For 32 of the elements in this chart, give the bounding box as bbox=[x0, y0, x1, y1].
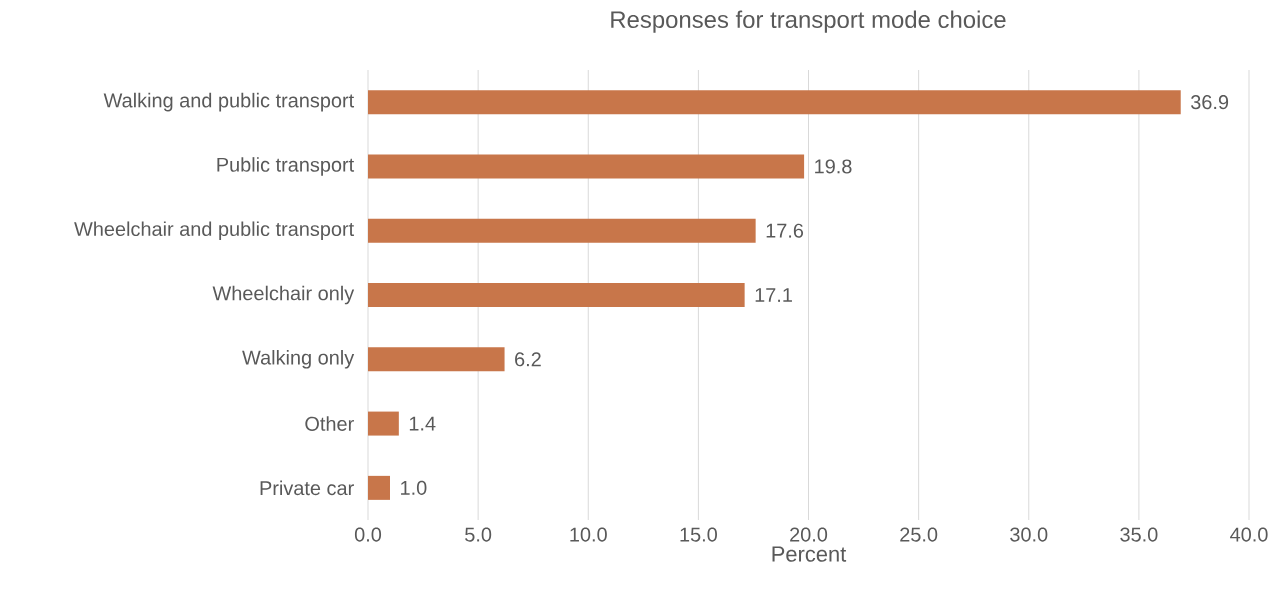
x-tick-label: 30.0 bbox=[1010, 527, 1048, 542]
x-tick-label: 35.0 bbox=[1120, 527, 1158, 542]
y-tick-label: Private car bbox=[260, 480, 354, 496]
y-tick-label: Other bbox=[305, 416, 354, 431]
chart-title: Responses for transport mode choice bbox=[611, 10, 1006, 33]
data-label: 1.0 bbox=[401, 480, 427, 495]
data-label: 36.9 bbox=[1191, 95, 1229, 110]
data-label: 17.6 bbox=[766, 223, 804, 238]
y-tick-label: Wheelchair only bbox=[212, 285, 355, 305]
y-tick-label: Walking only bbox=[242, 350, 355, 369]
bar bbox=[368, 475, 391, 500]
y-tick-label: Walking and public transport bbox=[103, 92, 355, 112]
x-tick-label: 20.0 bbox=[790, 527, 828, 542]
x-tick-label: 10.0 bbox=[570, 527, 607, 542]
x-tick-label: 40.0 bbox=[1230, 527, 1268, 542]
y-tick-label: Public transport bbox=[217, 157, 355, 176]
bar bbox=[368, 154, 805, 179]
data-label: 19.8 bbox=[815, 159, 852, 174]
y-tick-label: Wheelchair and public transport bbox=[74, 221, 355, 241]
bar bbox=[368, 283, 745, 307]
bar bbox=[368, 218, 756, 243]
bar bbox=[368, 347, 505, 372]
data-label: 6.2 bbox=[515, 352, 541, 367]
bar bbox=[368, 90, 1181, 115]
x-axis-title: Percent bbox=[772, 546, 847, 562]
x-tick-label: 25.0 bbox=[900, 527, 938, 542]
bar bbox=[368, 411, 399, 436]
x-tick-label: 15.0 bbox=[680, 527, 717, 542]
x-tick-label: 5.0 bbox=[465, 527, 492, 542]
data-label: 17.1 bbox=[755, 288, 792, 302]
x-tick-label: 0.0 bbox=[354, 527, 382, 542]
data-label: 1.4 bbox=[409, 416, 436, 431]
